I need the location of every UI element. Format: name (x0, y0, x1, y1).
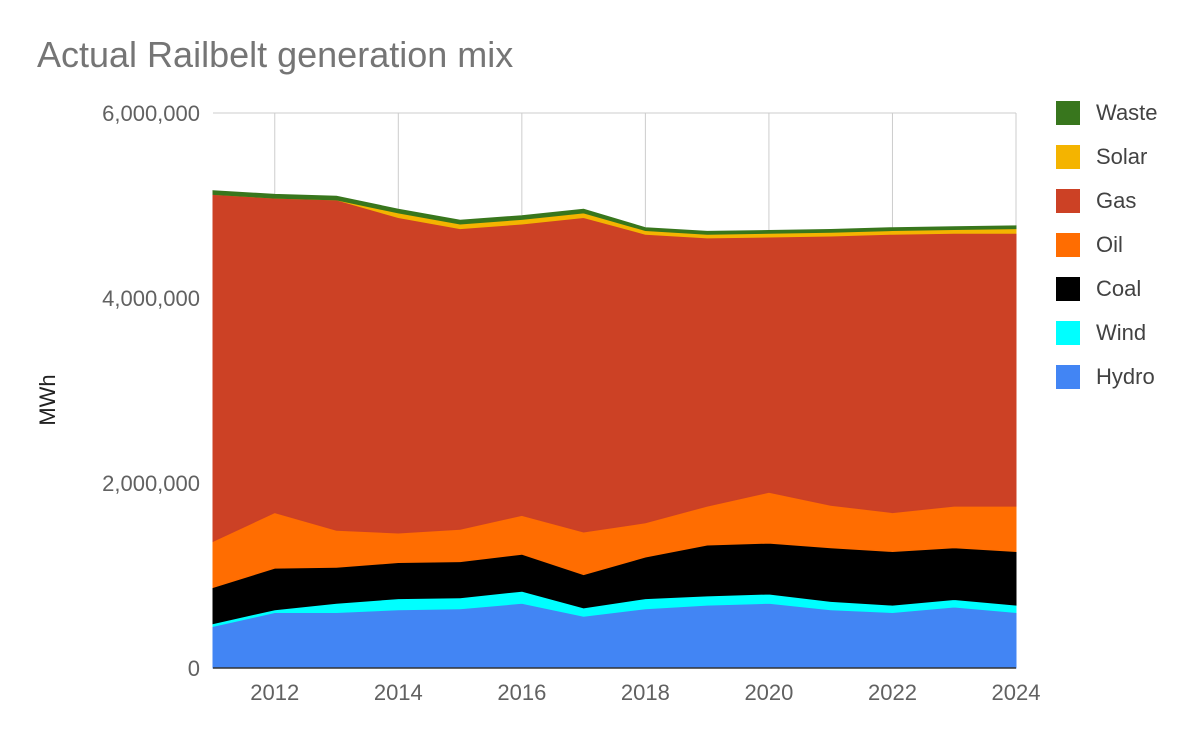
legend-label: Solar (1096, 144, 1147, 169)
chart-title: Actual Railbelt generation mix (37, 34, 513, 75)
legend-swatch (1056, 233, 1080, 257)
x-tick-label: 2012 (250, 680, 299, 705)
y-tick-label: 6,000,000 (102, 101, 200, 126)
area-gas (212, 193, 1017, 543)
axis-ticks: 0 2,000,000 4,000,000 6,000,000 2012 2014 2016… (102, 101, 1040, 705)
legend-label: Oil (1096, 232, 1123, 257)
legend-label: Coal (1096, 276, 1141, 301)
legend-swatch (1056, 277, 1080, 301)
legend-item-coal: Coal (1056, 276, 1141, 301)
legend-swatch (1056, 101, 1080, 125)
legend: Waste Solar Gas Oil Coal Wind Hydro (1056, 100, 1158, 389)
legend-swatch (1056, 365, 1080, 389)
x-tick-label: 2022 (868, 680, 917, 705)
y-tick-label: 2,000,000 (102, 471, 200, 496)
area-series (212, 190, 1017, 669)
x-tick-label: 2024 (992, 680, 1041, 705)
legend-label: Waste (1096, 100, 1158, 125)
y-axis-label: MWh (35, 374, 60, 425)
legend-swatch (1056, 321, 1080, 345)
legend-label: Hydro (1096, 364, 1155, 389)
legend-label: Wind (1096, 320, 1146, 345)
x-tick-label: 2014 (374, 680, 423, 705)
x-tick-label: 2016 (497, 680, 546, 705)
legend-item-hydro: Hydro (1056, 364, 1155, 389)
legend-swatch (1056, 189, 1080, 213)
x-tick-label: 2018 (621, 680, 670, 705)
area-waste (212, 190, 1017, 235)
x-tick-label: 2020 (744, 680, 793, 705)
legend-swatch (1056, 145, 1080, 169)
area-hydro (212, 602, 1017, 669)
legend-item-gas: Gas (1056, 188, 1136, 213)
y-tick-label: 0 (188, 656, 200, 681)
legend-item-wind: Wind (1056, 320, 1146, 345)
legend-label: Gas (1096, 188, 1136, 213)
legend-item-oil: Oil (1056, 232, 1123, 257)
legend-item-waste: Waste (1056, 100, 1158, 125)
legend-item-solar: Solar (1056, 144, 1147, 169)
y-tick-label: 4,000,000 (102, 286, 200, 311)
